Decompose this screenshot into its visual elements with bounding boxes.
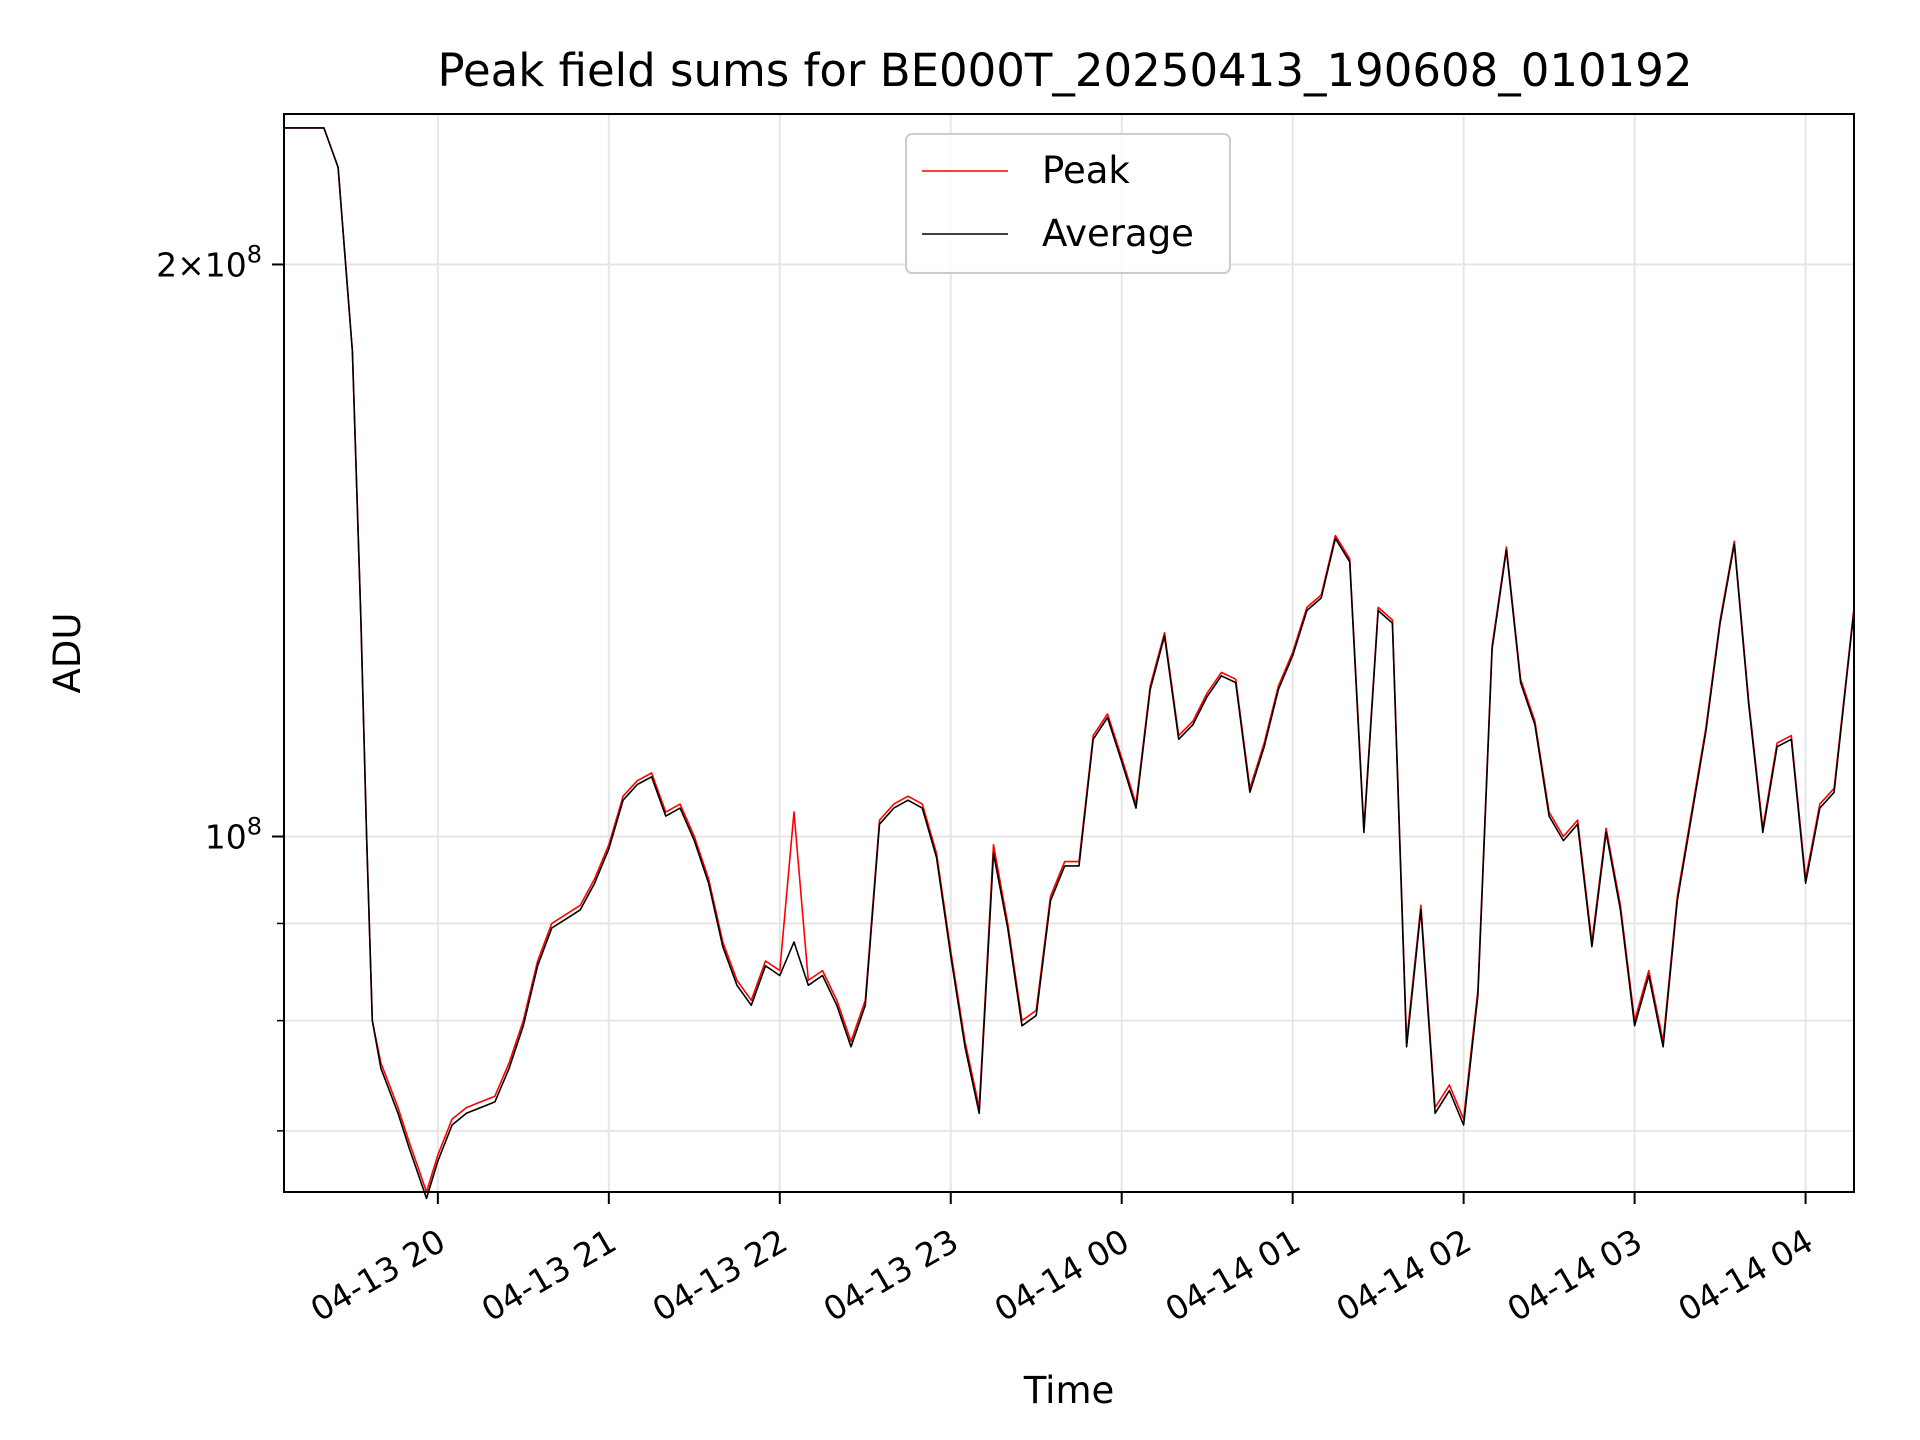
- y-tick-label: 2×108: [156, 240, 262, 284]
- plot-area-frame: [283, 113, 1855, 1193]
- legend-box: [905, 133, 1231, 274]
- series-lines: [284, 127, 1855, 1200]
- legend: Peak Average: [905, 133, 1231, 274]
- y-tick-label: 108: [205, 812, 262, 856]
- x-axis-label: Time: [1023, 1369, 1115, 1412]
- chart-title: Peak field sums for BE000T_20250413_1906…: [437, 44, 1692, 97]
- y-axis-ticks: 108 2×108: [156, 240, 284, 1132]
- y-axis-label: ADU: [46, 613, 89, 694]
- legend-label-peak: Peak: [1042, 149, 1130, 192]
- series-line-average: [284, 127, 1855, 1200]
- legend-label-average: Average: [1042, 212, 1194, 255]
